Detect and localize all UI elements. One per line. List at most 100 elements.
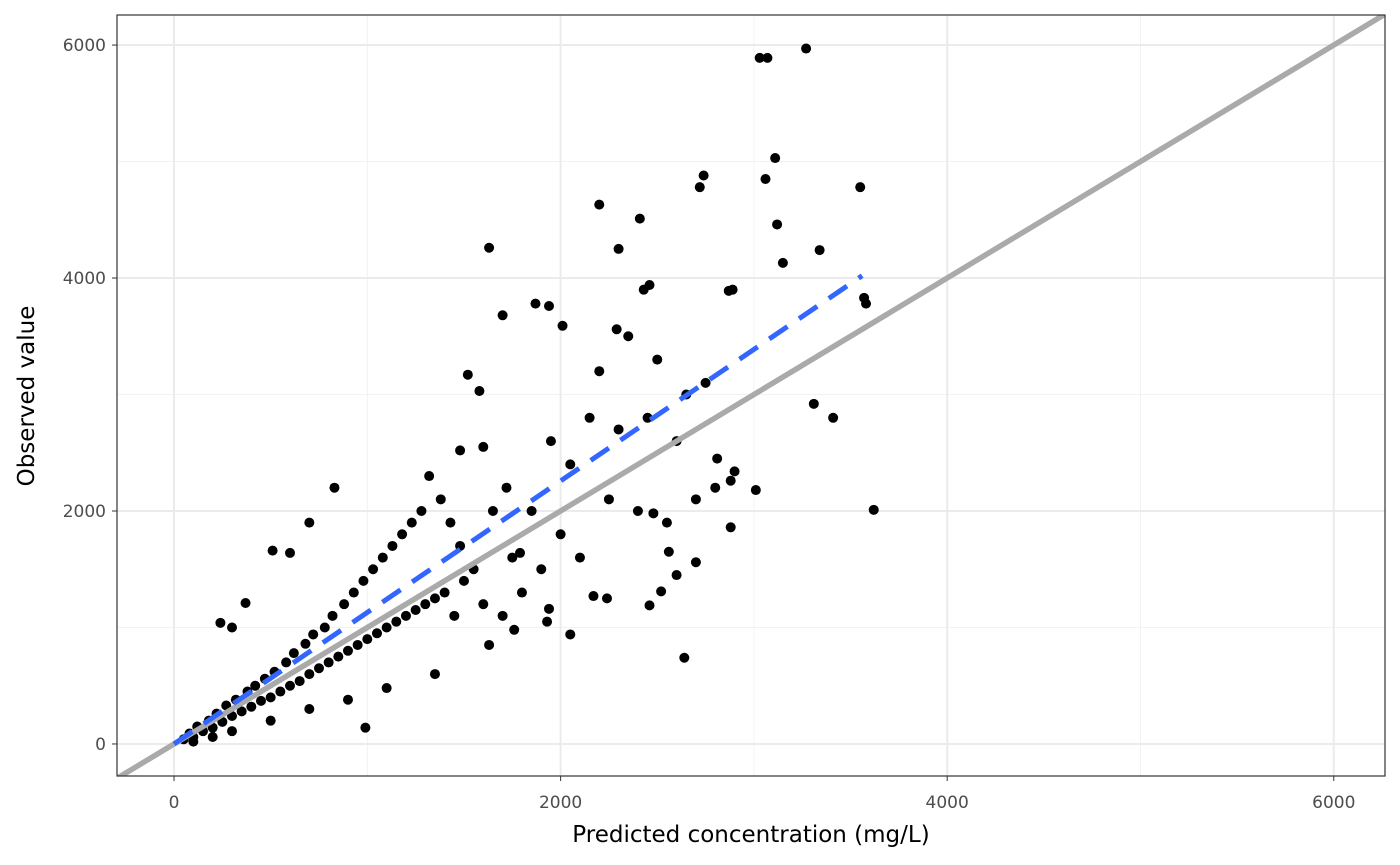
point (574, 552, 585, 563)
point (487, 505, 498, 516)
point (828, 412, 839, 423)
point (424, 471, 435, 482)
panel-border (116, 14, 1386, 777)
point (319, 622, 330, 633)
point (294, 676, 305, 687)
point (300, 638, 311, 649)
point (557, 320, 568, 331)
point (544, 300, 555, 311)
point (362, 634, 373, 645)
point (256, 695, 267, 706)
y-tick-label: 0 (95, 735, 106, 755)
point (420, 599, 431, 610)
x-axis-title: Predicted concentration (mg/L) (572, 822, 929, 848)
point (400, 610, 411, 621)
point (861, 298, 872, 309)
point (215, 617, 226, 628)
point (333, 651, 344, 662)
point (250, 680, 261, 691)
point (227, 622, 238, 633)
point (777, 257, 788, 268)
point (526, 505, 537, 516)
point (371, 628, 382, 639)
point (267, 545, 278, 556)
y-tick-label: 4000 (63, 269, 106, 289)
point (227, 726, 238, 737)
point (542, 616, 553, 627)
point (342, 645, 353, 656)
point (507, 552, 518, 563)
point (313, 663, 324, 674)
point (727, 284, 738, 295)
point (623, 331, 634, 342)
point (439, 587, 450, 598)
point (207, 731, 218, 742)
y-axis-title: Observed value (14, 306, 40, 487)
point (416, 505, 427, 516)
point (348, 587, 359, 598)
point (329, 482, 340, 493)
x-tick-label: 2000 (539, 793, 582, 813)
y-tick-label: 6000 (63, 36, 106, 56)
point (565, 629, 576, 640)
point (387, 540, 398, 551)
point (545, 436, 556, 447)
point (410, 605, 421, 616)
point (690, 494, 701, 505)
point (634, 213, 645, 224)
point (435, 494, 446, 505)
point (814, 245, 825, 256)
y-tick-label: 2000 (63, 502, 106, 522)
point (530, 298, 541, 309)
point (594, 366, 605, 377)
point (308, 629, 319, 640)
point (644, 280, 655, 291)
point (445, 517, 456, 528)
point (304, 704, 315, 715)
point (671, 570, 682, 581)
point (648, 508, 659, 519)
plot-area (117, 15, 1385, 776)
point (304, 669, 315, 680)
point (808, 398, 819, 409)
point (663, 546, 674, 557)
point (304, 517, 315, 528)
point (652, 354, 663, 365)
point (601, 593, 612, 604)
point (497, 310, 508, 321)
point (565, 459, 576, 470)
point (429, 669, 440, 680)
point (584, 412, 595, 423)
point (632, 505, 643, 516)
point (246, 701, 257, 712)
x-tick-label: 0 (169, 793, 180, 813)
point (275, 686, 286, 697)
point (729, 466, 740, 477)
point (377, 552, 388, 563)
point (555, 529, 566, 540)
point (406, 517, 417, 528)
point (700, 377, 711, 388)
point (509, 624, 520, 635)
point (868, 504, 879, 515)
point (801, 43, 812, 54)
x-tick-label: 4000 (926, 793, 969, 813)
point (462, 369, 473, 380)
point (284, 680, 295, 691)
point (265, 692, 276, 703)
point (690, 557, 701, 568)
point (594, 199, 605, 210)
x-tick-label: 6000 (1312, 793, 1355, 813)
point (855, 182, 866, 193)
point (725, 475, 736, 486)
point (360, 722, 371, 733)
point (484, 639, 495, 650)
point (679, 652, 690, 663)
point (236, 706, 247, 717)
point (449, 610, 460, 621)
point (240, 598, 251, 609)
point (544, 603, 555, 614)
point (323, 657, 334, 668)
point (661, 517, 672, 528)
